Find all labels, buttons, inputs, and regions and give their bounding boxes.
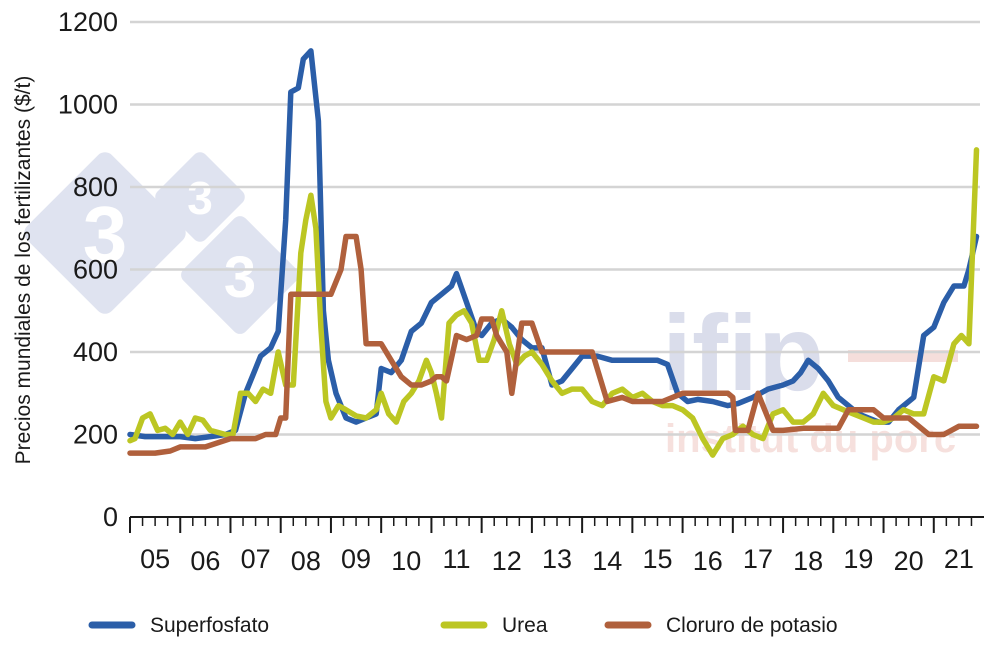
x-tick-label: 06 [190, 546, 220, 576]
x-tick-label: 21 [944, 544, 974, 574]
axes [129, 516, 984, 533]
x-tick-label: 10 [391, 546, 421, 576]
x-tick-label: 20 [894, 546, 924, 576]
legend-label: Urea [502, 614, 548, 637]
x-tick-label: 17 [743, 544, 773, 574]
legend-label: Superfosfato [150, 614, 269, 637]
y-tick-label: 0 [103, 502, 118, 532]
y-tick-label: 800 [73, 172, 118, 202]
x-tick-label: 09 [341, 544, 371, 574]
x-tick-label: 19 [843, 544, 873, 574]
x-tick-label: 14 [592, 546, 622, 576]
y-axis-label: Precios mundiales de los fertilizantes (… [12, 76, 35, 465]
x-tick-label: 15 [642, 544, 672, 574]
watermark-digit: 3 [224, 245, 256, 310]
x-tick-label: 13 [542, 544, 572, 574]
legend-label: Cloruro de potasio [666, 614, 838, 637]
y-tick-label: 1000 [58, 90, 118, 120]
y-tick-labels: 0 200 400 600 800 1000 1200 [58, 7, 118, 532]
watermark-logo-333: 3 3 3 [24, 152, 299, 334]
x-tick-label: 12 [492, 546, 522, 576]
gridlines [130, 20, 980, 436]
x-tick-label: 08 [291, 546, 321, 576]
watermark-digit: 3 [83, 190, 128, 279]
series-line-superfosfato [127, 48, 980, 442]
y-tick-label: 1200 [58, 7, 118, 37]
x-tick-label: 05 [140, 544, 170, 574]
watermark-digit: 3 [187, 172, 213, 224]
x-tick-label: 16 [693, 546, 723, 576]
series-layer [127, 48, 980, 458]
x-tick-label: 18 [793, 546, 823, 576]
series-line-cloruro-de-potasio [127, 233, 980, 456]
y-tick-label: 400 [73, 337, 118, 367]
x-tick-label: 07 [241, 544, 271, 574]
x-tick-labels: 05 06 07 08 09 10 11 12 13 14 15 16 17 18 19 20 21 [140, 544, 974, 576]
y-tick-label: 200 [73, 420, 118, 450]
legend: Superfosfato Urea Cloruro de potasio [88, 614, 838, 637]
y-tick-label: 600 [73, 255, 118, 285]
series-line-urea [127, 147, 980, 458]
x-tick-label: 11 [443, 544, 471, 574]
